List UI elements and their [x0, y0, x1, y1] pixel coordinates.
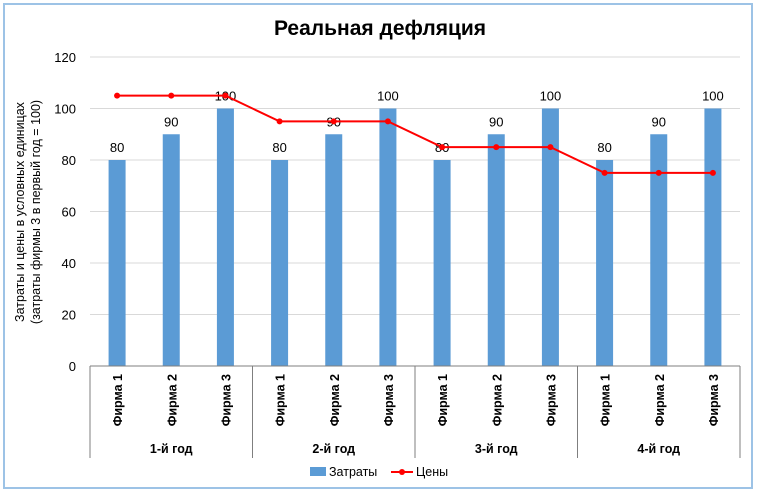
x-category-label: Фирма 3 [382, 374, 396, 426]
y-axis-label-line1: Затраты и цены в условных единицах [13, 101, 27, 322]
price-line [117, 94, 713, 174]
bar-data-label: 100 [540, 89, 562, 104]
x-category-label: Фирма 3 [707, 374, 721, 426]
bar [379, 108, 397, 366]
price-point [330, 118, 337, 125]
legend: Затраты Цены [310, 465, 448, 479]
price-point [601, 169, 608, 176]
x-category-label: Фирма 1 [599, 374, 613, 426]
price-point [384, 118, 391, 125]
price-point [114, 92, 121, 99]
bar [162, 134, 180, 366]
x-category-label: Фирма 2 [328, 374, 342, 426]
x-category-label: Фирма 1 [436, 374, 450, 426]
price-point [276, 118, 283, 125]
bar [541, 108, 559, 366]
price-point [222, 92, 229, 99]
chart-title: Реальная дефляция [274, 17, 486, 40]
x-category-label: Фирма 1 [111, 374, 125, 426]
x-group-label: 3-й год [475, 442, 518, 456]
price-point [547, 144, 554, 151]
y-tick-label: 80 [62, 153, 76, 168]
x-category-label: Фирма 3 [544, 374, 558, 426]
bar-data-label: 80 [272, 140, 286, 155]
bar [108, 160, 126, 366]
bar-data-label: 90 [489, 114, 503, 129]
y-tick-label: 60 [62, 205, 76, 220]
x-category-label: Фирма 2 [165, 374, 179, 426]
y-tick-label: 120 [54, 50, 76, 65]
bar [271, 160, 289, 366]
bar [216, 108, 234, 366]
legend-swatch-costs [310, 467, 326, 476]
price-point [655, 169, 662, 176]
bar [433, 160, 451, 366]
y-tick-label: 20 [62, 308, 76, 323]
x-group-label: 1-й год [150, 442, 193, 456]
legend-label-costs: Затраты [329, 465, 377, 479]
y-axis-label-line2: (затраты фирмы 3 в первый год = 100) [29, 100, 43, 324]
bar-data-label: 100 [702, 89, 724, 104]
x-group-label: 4-й год [637, 442, 680, 456]
price-point [168, 92, 175, 99]
legend-marker-prices [399, 469, 405, 475]
x-group-label: 2-й год [312, 442, 355, 456]
x-category-label: Фирма 2 [653, 374, 667, 426]
x-category-label: Фирма 2 [490, 374, 504, 426]
bar [325, 134, 343, 366]
bar [704, 108, 722, 366]
bar [596, 160, 614, 366]
bar [650, 134, 668, 366]
price-point [709, 169, 716, 176]
price-point [493, 144, 500, 151]
x-category-label: Фирма 3 [219, 374, 233, 426]
bar-data-label: 90 [164, 114, 178, 129]
chart-frame [3, 3, 753, 489]
price-point [439, 144, 446, 151]
legend-label-prices: Цены [416, 465, 448, 479]
y-tick-label: 0 [69, 359, 76, 374]
bar-data-label: 100 [377, 89, 399, 104]
y-tick-label: 100 [54, 102, 76, 117]
x-category-label: Фирма 1 [274, 374, 288, 426]
y-tick-label: 40 [62, 256, 76, 271]
bar-data-label: 80 [597, 140, 611, 155]
bar-data-label: 80 [110, 140, 124, 155]
bar-data-label: 90 [652, 114, 666, 129]
bar [487, 134, 505, 366]
